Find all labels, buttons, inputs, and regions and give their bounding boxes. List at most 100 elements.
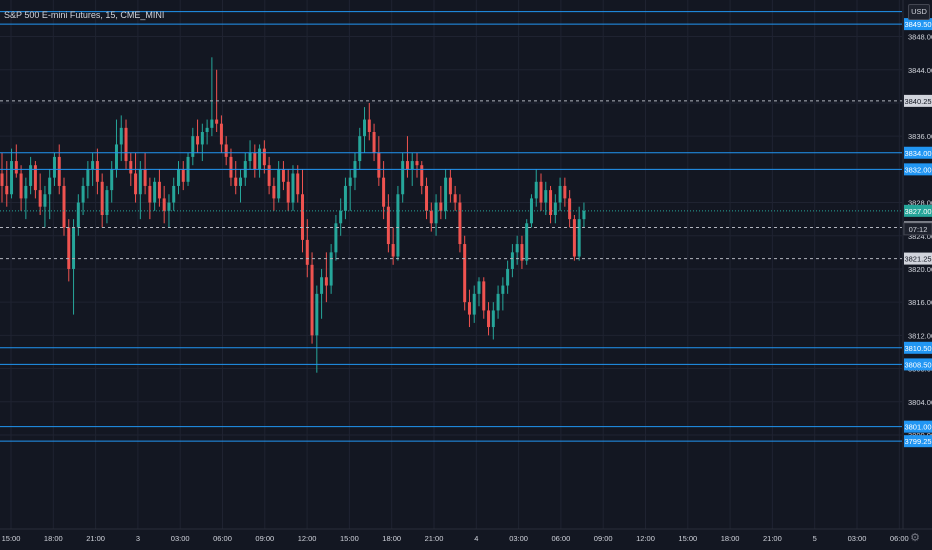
candle-body bbox=[162, 198, 166, 211]
candle-body bbox=[167, 202, 171, 211]
candle-body bbox=[444, 177, 448, 211]
candle-body bbox=[367, 119, 371, 132]
price-level-label: 3834.00 bbox=[904, 149, 931, 158]
candle-body bbox=[539, 181, 543, 203]
candle-body bbox=[119, 127, 123, 145]
time-tick-label: 03:00 bbox=[509, 534, 528, 543]
candle bbox=[67, 219, 71, 282]
candle-body bbox=[86, 169, 90, 186]
candle-body bbox=[239, 177, 242, 186]
candle-body bbox=[48, 177, 52, 195]
candle bbox=[234, 161, 238, 195]
candle bbox=[339, 198, 343, 236]
price-tick-label: 3824.00 bbox=[908, 232, 932, 241]
candle-body bbox=[191, 136, 195, 157]
symbol-title[interactable]: S&P 500 E-mini Futures, 15, CME_MINI bbox=[4, 10, 165, 20]
candle bbox=[305, 219, 309, 278]
candle-body bbox=[281, 169, 285, 182]
candle-body bbox=[487, 310, 491, 328]
candle bbox=[196, 119, 200, 153]
candle-body bbox=[172, 185, 176, 203]
candle bbox=[134, 152, 138, 203]
price-tick-label: 3804.00 bbox=[908, 398, 932, 407]
candle-body bbox=[138, 169, 142, 195]
candle-body bbox=[129, 161, 133, 174]
candle bbox=[143, 152, 147, 195]
candle-body bbox=[482, 281, 486, 311]
candle bbox=[10, 148, 14, 199]
candle bbox=[205, 119, 209, 145]
candle bbox=[405, 136, 409, 178]
candle-body bbox=[124, 127, 128, 162]
candle-body bbox=[396, 194, 400, 257]
candle bbox=[157, 169, 161, 207]
candle-body bbox=[563, 185, 567, 199]
candle bbox=[224, 136, 228, 166]
candle-body bbox=[291, 173, 295, 203]
candle-body bbox=[0, 173, 4, 186]
candle-body bbox=[33, 165, 37, 191]
time-tick-label: 15:00 bbox=[678, 534, 697, 543]
candle-body bbox=[496, 293, 500, 311]
candle-body bbox=[210, 119, 214, 128]
candle bbox=[301, 169, 305, 253]
candle bbox=[348, 169, 352, 211]
candle bbox=[439, 185, 443, 220]
time-tick-label: 06:00 bbox=[213, 534, 232, 543]
time-tick-label: 03:00 bbox=[848, 534, 867, 543]
candle-body bbox=[410, 161, 414, 170]
time-tick-label: 18:00 bbox=[721, 534, 740, 543]
gear-icon[interactable]: ⚙ bbox=[910, 532, 920, 544]
candle bbox=[363, 107, 367, 153]
price-level-tag bbox=[904, 94, 932, 107]
candle-body bbox=[72, 227, 76, 269]
candle-body bbox=[348, 177, 352, 186]
price-level-label: 3810.50 bbox=[904, 344, 931, 353]
candle-body bbox=[114, 144, 118, 170]
candle bbox=[0, 152, 4, 203]
candle bbox=[181, 161, 185, 191]
candle bbox=[501, 277, 505, 311]
candle bbox=[291, 165, 295, 211]
candle bbox=[19, 165, 23, 211]
candle-body bbox=[458, 202, 462, 245]
time-tick-label: 09:00 bbox=[255, 534, 274, 543]
candle-body bbox=[38, 190, 42, 207]
time-tick-label: 12:00 bbox=[636, 534, 655, 543]
candle-body bbox=[110, 169, 114, 191]
currency-button[interactable]: USD bbox=[908, 4, 930, 20]
candle bbox=[272, 177, 276, 211]
candle-body bbox=[105, 190, 109, 215]
candle bbox=[534, 169, 538, 207]
candle bbox=[14, 144, 18, 178]
candle-body bbox=[382, 177, 386, 207]
candle bbox=[491, 302, 495, 340]
time-tick-label: 12:00 bbox=[298, 534, 317, 543]
candle-body bbox=[229, 156, 233, 178]
candle-body bbox=[315, 293, 319, 336]
candle bbox=[267, 156, 271, 195]
candle-body bbox=[553, 202, 557, 215]
price-level-tag bbox=[904, 252, 932, 265]
candle-body bbox=[272, 185, 276, 199]
candle bbox=[425, 177, 429, 220]
candle bbox=[572, 215, 576, 261]
candle-body bbox=[134, 173, 138, 195]
candle bbox=[239, 169, 242, 203]
candle bbox=[429, 202, 433, 232]
candle-body bbox=[253, 152, 257, 170]
price-tick-label: 3828.00 bbox=[908, 199, 932, 208]
candle-body bbox=[157, 181, 161, 199]
candle-body bbox=[572, 219, 576, 257]
candle-body bbox=[401, 161, 405, 195]
candle bbox=[448, 169, 452, 203]
candle-body bbox=[258, 148, 262, 170]
candle-body bbox=[234, 177, 238, 186]
candle bbox=[262, 140, 266, 174]
price-level-label: 3849.50 bbox=[904, 20, 931, 29]
candle-body bbox=[91, 161, 95, 170]
candle bbox=[200, 123, 204, 162]
candle bbox=[544, 181, 548, 215]
candle bbox=[229, 148, 233, 186]
